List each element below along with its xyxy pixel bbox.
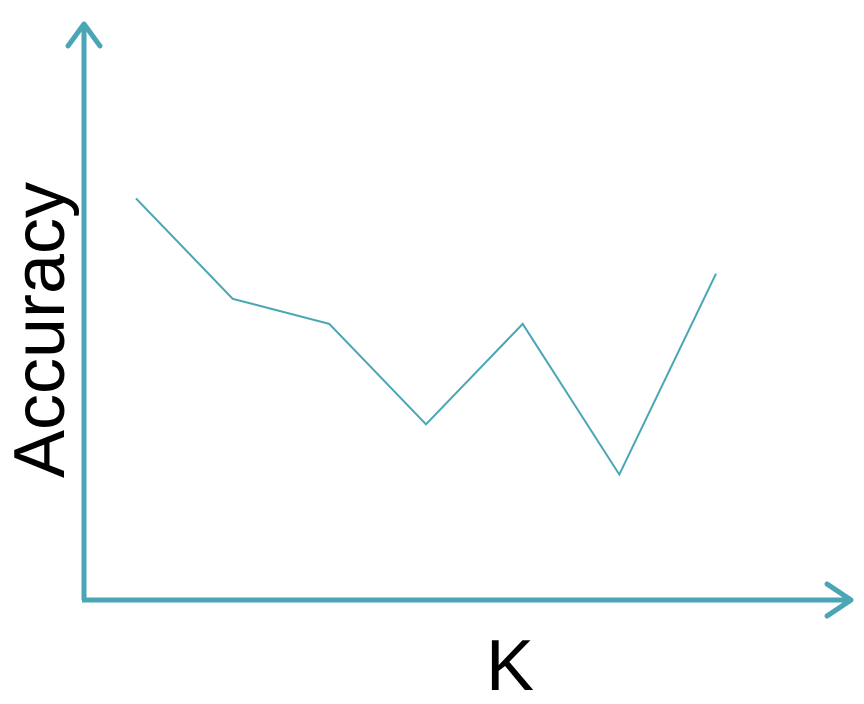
- x-axis-arrowhead: [824, 581, 854, 619]
- y-axis-arrowhead: [65, 21, 103, 49]
- series-layer: [135, 197, 717, 477]
- series-line-1: [135, 197, 717, 477]
- x-axis-label: K: [486, 626, 534, 704]
- axes: [65, 21, 854, 619]
- y-axis-label: Accuracy: [0, 182, 80, 478]
